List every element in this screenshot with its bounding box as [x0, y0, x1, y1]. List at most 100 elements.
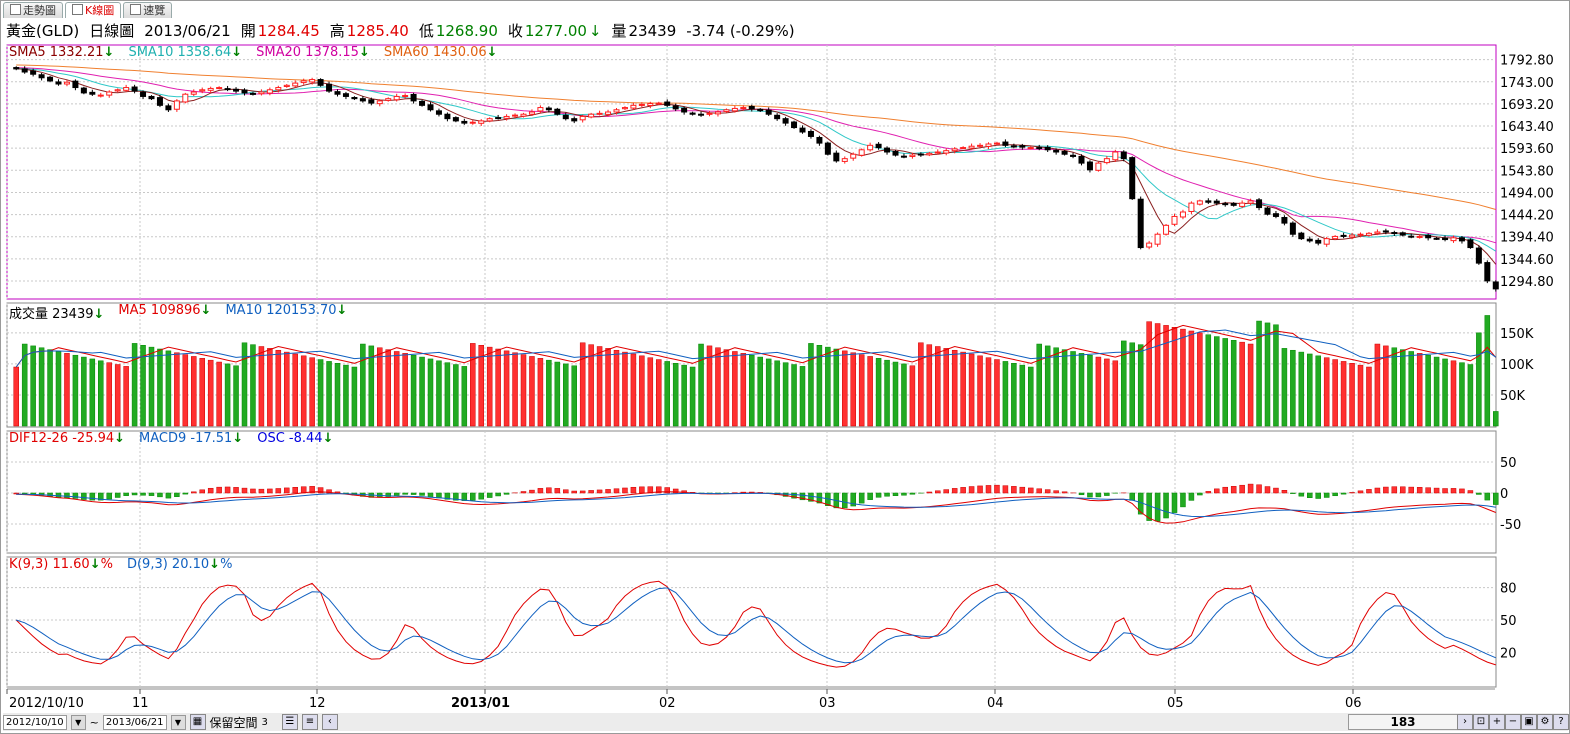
osc-bar	[1459, 488, 1465, 494]
volume-bar	[842, 350, 848, 427]
volume-bar	[977, 355, 983, 427]
candle-body	[638, 103, 645, 106]
volume-panel[interactable]: 150K 100K 50K 成交量 23439↓ MA5 109896↓ MA10 …	[6, 302, 1566, 428]
price-chart[interactable]: 1792.80 1743.00 1693.20 1643.40 1593.60 1543.…	[6, 44, 1566, 300]
osc-bar	[977, 485, 983, 494]
quote-date: 2013/06/21	[144, 22, 231, 40]
candle-body	[520, 113, 527, 117]
volume-bar	[512, 352, 518, 427]
volume-bar	[825, 346, 831, 427]
end-date-field[interactable]: 2013/06/21	[102, 714, 167, 730]
tab-kline[interactable]: K線圖	[65, 2, 122, 18]
k-line	[15, 580, 1496, 668]
tab-kline-label: K線圖	[85, 4, 115, 17]
kd-legend: K(9,3) 11.60↓% D(9,3) 20.10↓%	[9, 557, 232, 572]
candle-body	[993, 142, 1000, 145]
tab-trend[interactable]: 走勢圖	[3, 2, 63, 18]
macd-chart[interactable]: 50 0 -50	[6, 430, 1566, 554]
candle-body	[791, 121, 798, 129]
candle-body	[233, 88, 240, 92]
candle-body	[630, 104, 637, 109]
low-label: 低	[418, 22, 434, 40]
macd-panel[interactable]: 50 0 -50 DIF12-26 -25.94↓ MACD9 -17.51↓ OS…	[6, 430, 1566, 554]
align-icon[interactable]: ≡	[301, 714, 318, 730]
sma10-down-arrow-icon: ↓	[231, 45, 243, 60]
osc-bar	[131, 492, 138, 496]
osc-bar	[1383, 486, 1389, 494]
y-tick-label: 50	[1500, 456, 1517, 471]
candle-body	[63, 81, 70, 85]
volume-bar	[427, 358, 434, 427]
tab-overview[interactable]: 速覽	[123, 2, 173, 18]
volume-bar	[520, 354, 527, 427]
volume-bar	[1315, 355, 1321, 427]
candle-body	[1306, 238, 1313, 242]
osc-bar	[596, 489, 603, 494]
osc-bar	[1332, 492, 1338, 497]
scroll-left-icon[interactable]: ‹	[321, 714, 338, 730]
volume-bar	[656, 359, 662, 427]
candle-body	[1272, 213, 1279, 217]
osc-bar	[1053, 490, 1059, 494]
volume-bar	[1416, 353, 1423, 427]
volume-bar	[1205, 334, 1212, 427]
volume-bar	[233, 365, 239, 427]
osc-bar	[410, 492, 417, 495]
candle-body	[748, 105, 755, 110]
osc-bar	[1391, 486, 1398, 494]
zoom-fit-icon[interactable]: ⊡	[1473, 714, 1489, 730]
osc-bar	[1340, 492, 1347, 495]
candle-body	[309, 79, 316, 83]
scroll-position-field[interactable]: 183	[1348, 714, 1458, 730]
volume-bar	[1222, 338, 1228, 427]
x-tick-label: 05	[1167, 696, 1184, 711]
osc-bar	[842, 492, 848, 509]
volume-bar	[275, 349, 282, 427]
print-icon[interactable]: ▣	[1521, 714, 1537, 730]
volume-bar	[174, 352, 180, 427]
layout-icon[interactable]: ☰	[281, 714, 298, 730]
osc-bar	[537, 488, 544, 494]
status-bar: 2012/10/10 ▼ ~ 2013/06/21 ▼ ▦ 保留空間 3 ☰ ≡…	[3, 713, 1569, 731]
candle-body	[1103, 158, 1110, 164]
kd-chart[interactable]: 80 50 20	[6, 556, 1566, 688]
kd-panel[interactable]: 80 50 20 K(9,3) 11.60↓% D(9,3) 20.10↓%	[6, 556, 1566, 688]
osc-bar	[64, 492, 70, 498]
volume-bar	[1087, 354, 1093, 427]
y-tick-label: 20	[1500, 646, 1517, 661]
start-date-field[interactable]: 2012/10/10	[3, 714, 67, 730]
candle-body	[1137, 198, 1144, 249]
scroll-right-icon[interactable]: ›	[1457, 714, 1473, 730]
start-date-dropdown-icon[interactable]: ▼	[70, 714, 86, 730]
candle-body	[672, 105, 679, 110]
osc-bar	[529, 489, 535, 494]
d-down-arrow-icon: ↓	[209, 557, 221, 572]
end-date-dropdown-icon[interactable]: ▼	[170, 714, 186, 730]
sma60-line	[16, 64, 1496, 210]
volume-chart[interactable]: 150K 100K 50K	[6, 302, 1566, 428]
candle-body	[1019, 145, 1026, 148]
reserve-space-icon[interactable]: ▦	[189, 714, 206, 730]
zoom-out-icon[interactable]: −	[1505, 714, 1521, 730]
price-panel[interactable]: 1792.80 1743.00 1693.20 1643.40 1593.60 1543.…	[6, 44, 1566, 300]
zoom-in-icon[interactable]: +	[1489, 714, 1505, 730]
osc-bar	[81, 492, 87, 500]
settings-icon[interactable]: ⚙	[1537, 714, 1553, 730]
x-tick-label: 12	[309, 696, 326, 711]
volume-bar	[1247, 343, 1254, 427]
osc-bar	[1408, 486, 1414, 494]
volume-bar	[64, 353, 70, 427]
osc-bar	[605, 489, 611, 494]
volume-bar	[639, 355, 645, 427]
overview-tab-icon	[130, 4, 142, 15]
osc-bar	[571, 490, 577, 494]
candle-body	[1399, 232, 1406, 236]
osc-bar	[664, 487, 670, 494]
candle-body	[1425, 234, 1432, 239]
volume-bar	[1019, 364, 1026, 427]
candle-body	[588, 113, 595, 118]
osc-bar	[875, 492, 882, 498]
osc-bar	[444, 492, 451, 500]
open-label: 開	[240, 22, 256, 40]
help-icon[interactable]: ?	[1553, 714, 1569, 730]
